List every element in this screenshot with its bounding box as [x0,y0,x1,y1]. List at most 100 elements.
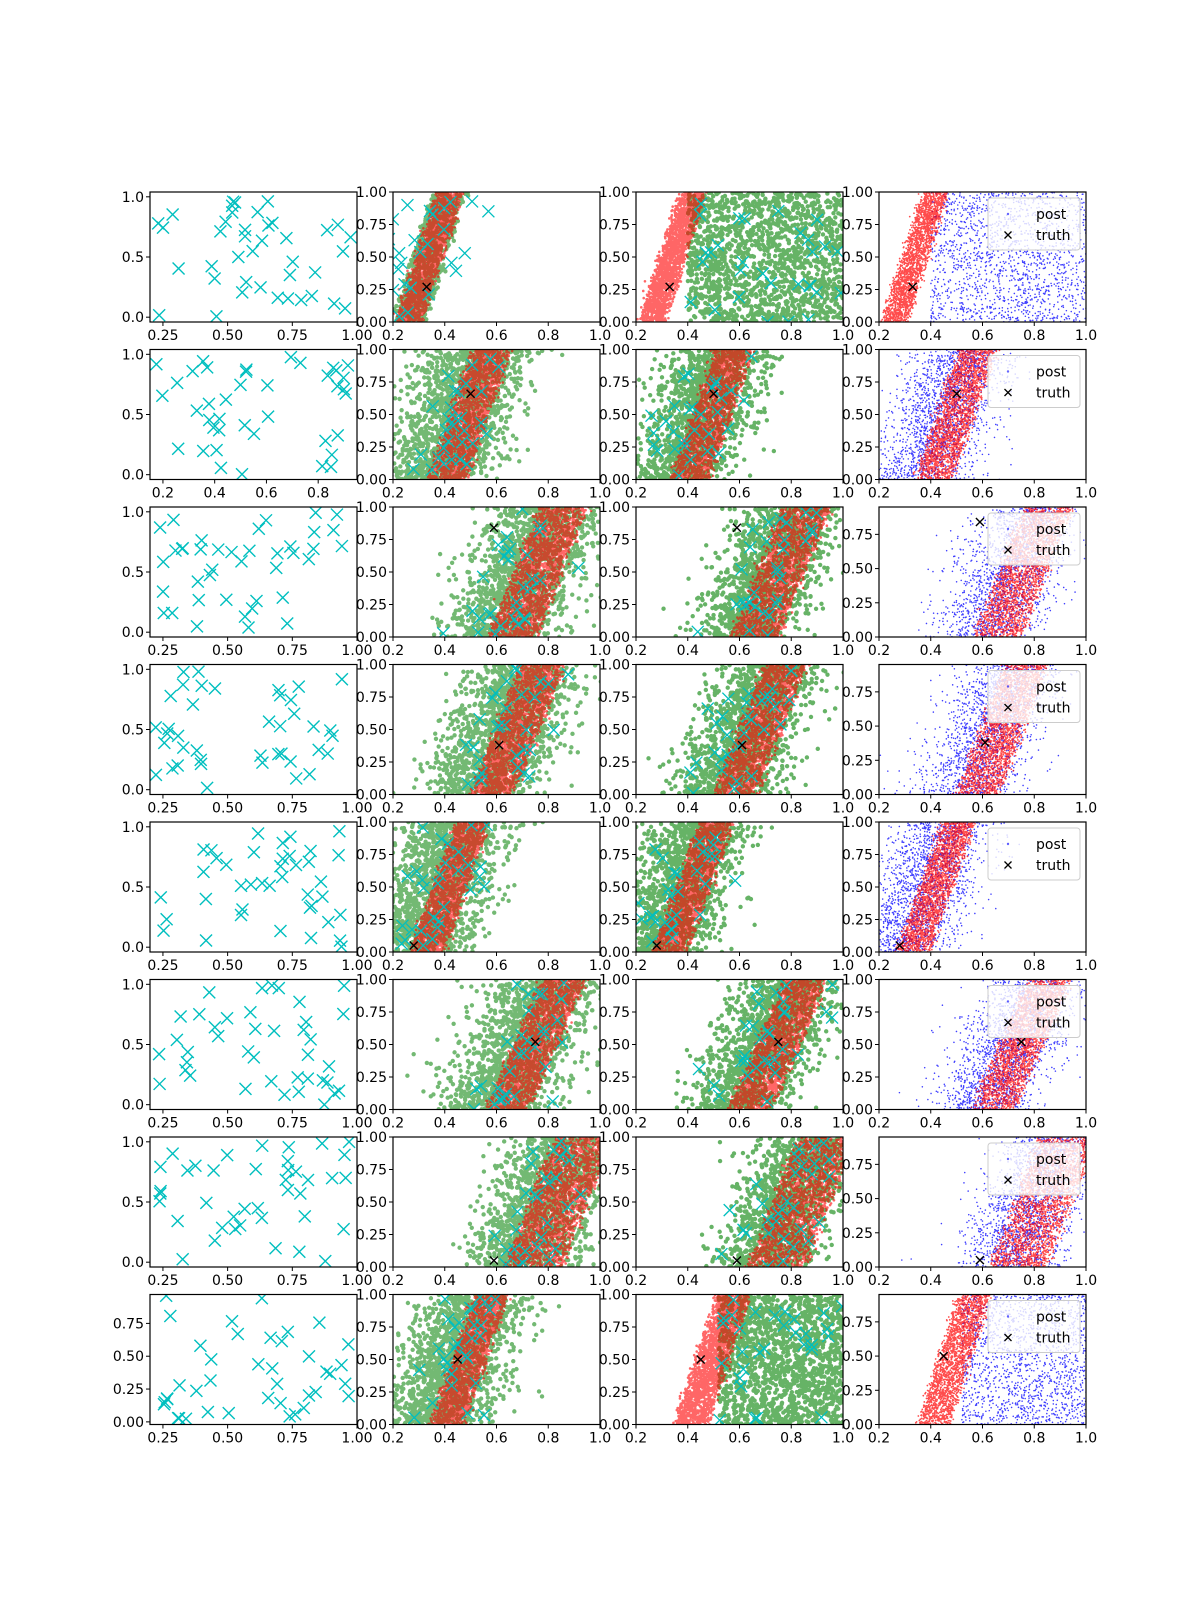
x-tick-label: 0.75 [277,1431,308,1447]
sample-marker [167,1148,179,1160]
y-tick-label: 0.25 [599,1385,630,1401]
sample-marker [266,1362,278,1374]
legend-post-swatch [1007,1315,1009,1317]
x-tick-label: 0.6 [485,643,507,659]
sample-marker [239,224,251,236]
y-tick-label: 0.50 [842,719,873,735]
sample-marker [248,428,260,440]
sample-marker [283,1141,295,1153]
sample-marker [193,594,205,606]
sample-marker [342,359,354,371]
x-tick-label: 0.6 [728,643,750,659]
y-tick-label: 1.0 [122,190,144,206]
y-tick-label: 0.25 [599,755,630,771]
sample-marker [263,716,275,728]
panel-r6-c3: 0.2 0.4 0.6 0.8 1.00.000.250.500.751.00 [599,973,866,1132]
x-tick-label: 0.50 [212,328,243,344]
y-tick-label: 0.50 [599,1038,630,1054]
x-tick-label: 0.6 [971,643,993,659]
sample-marker [308,526,320,538]
sample-marker [282,1155,294,1167]
y-tick-label: 0.25 [842,596,873,612]
legend-post-swatch [1007,1158,1009,1160]
x-tick-label: 0.6 [971,958,993,974]
y-tick-label: 0.5 [122,1038,144,1054]
y-tick-label: 0.25 [356,1228,387,1244]
sample-marker [262,1392,274,1404]
y-tick-label: 0.00 [599,315,630,331]
sample-marker [250,595,262,607]
sample-marker [193,1008,205,1020]
sample-marker [300,1016,312,1028]
panel-r5-c3: 0.2 0.4 0.6 0.8 1.00.000.250.500.751.00 [585,815,854,974]
y-tick-label: 0.75 [842,527,873,543]
y-tick-label: 0.00 [842,1260,873,1276]
y-tick-label: 0.00 [842,945,873,961]
y-tick-label: 1.00 [599,343,630,359]
x-tick-label: 0.75 [277,958,308,974]
legend-truth-label: truth [1036,701,1070,717]
legend-post-swatch [1007,370,1009,372]
panel-r3-c3: 0.2 0.4 0.6 0.8 1.00.000.250.500.751.00 [599,500,871,659]
y-tick-label: 0.75 [599,848,630,864]
y-tick-label: 0.75 [356,533,387,549]
sample-marker [290,859,302,871]
sample-marker [152,217,164,229]
y-tick-label: 0.5 [122,565,144,581]
sample-marker [180,1413,192,1425]
legend-post-swatch [1007,685,1009,687]
y-tick-label: 1.0 [122,1135,144,1151]
sample-marker [316,1137,328,1149]
legend-truth-label: truth [1036,1016,1070,1032]
y-tick-label: 1.00 [599,1288,630,1304]
sample-marker [320,435,332,447]
points-r2-c1 [150,351,354,480]
y-tick-label: 0.00 [356,315,387,331]
legend-truth-label: truth [1036,858,1070,874]
y-tick-label: 0.00 [599,1260,630,1276]
y-tick-label: 0.00 [113,1415,144,1431]
sample-marker [271,547,283,559]
y-tick-label: 0.50 [842,408,873,424]
y-tick-label: 0.75 [599,218,630,234]
sample-marker [155,891,167,903]
sample-marker [302,1049,314,1061]
sample-marker [196,680,208,692]
y-tick-label: 1.0 [122,977,144,993]
y-tick-label: 0.25 [599,598,630,614]
y-tick-label: 0.50 [599,408,630,424]
sample-marker [401,199,413,211]
sample-marker [293,1086,305,1098]
x-tick-label: 0.4 [677,801,699,817]
x-tick-label: 0.6 [728,1116,750,1132]
sample-marker [305,845,317,857]
y-tick-label: 1.0 [122,820,144,836]
axes-frame [150,665,357,795]
y-tick-label: 0.75 [842,685,873,701]
x-tick-label: 0.6 [485,1273,507,1289]
panel-r7-c1: 0.25 0.50 0.75 1.000.00.51.0 [122,1135,373,1289]
y-tick-label: 1.00 [599,1130,630,1146]
sample-marker [171,377,183,389]
panel-r3-c1: 0.25 0.50 0.75 1.000.00.51.0 [122,505,373,659]
sample-marker [294,996,306,1008]
sample-marker [317,1074,329,1086]
y-tick-label: 0.75 [599,1163,630,1179]
x-tick-label: 0.8 [537,958,559,974]
x-tick-label: 0.50 [212,1116,243,1132]
x-tick-label: 0.6 [485,958,507,974]
y-tick-label: 0.00 [842,473,873,489]
sample-marker [274,720,286,732]
sample-marker [228,1211,240,1223]
sample-marker [262,195,274,207]
x-tick-label: 0.75 [277,643,308,659]
sample-marker [240,366,252,378]
sample-marker [211,444,223,456]
sample-marker [167,209,179,221]
sample-marker [166,607,178,619]
x-tick-label: 0.8 [537,328,559,344]
sample-marker [213,413,225,425]
